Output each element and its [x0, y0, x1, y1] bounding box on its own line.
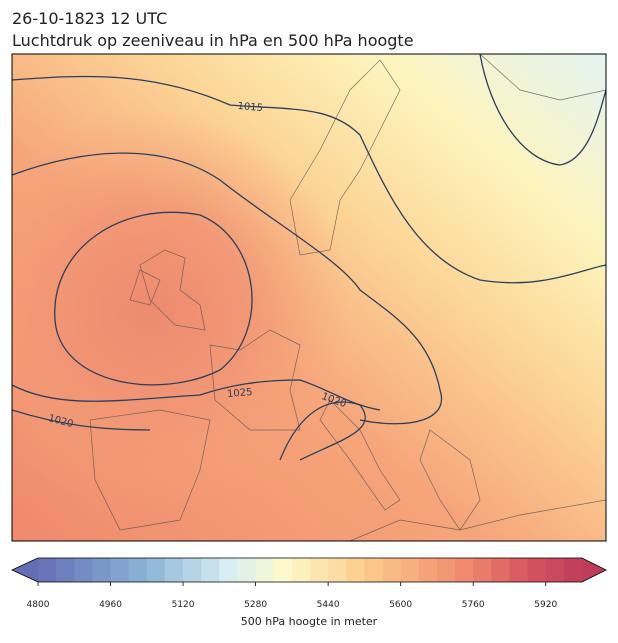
- title: 26-10-1823 12 UTC: [12, 9, 167, 28]
- colorbar-segment: [273, 558, 293, 582]
- colorbar-segment: [74, 558, 93, 582]
- colorbar-segment: [509, 558, 529, 582]
- colorbar-segment: [455, 558, 474, 582]
- subtitle: Luchtdruk op zeeniveau in hPa en 500 hPa…: [12, 31, 414, 50]
- colorbar-segment: [418, 558, 438, 582]
- colorbar-segment: [400, 558, 420, 582]
- colorbar-segment: [291, 558, 311, 582]
- colorbar-segment: [255, 558, 275, 582]
- colorbar-segment: [183, 558, 202, 582]
- map: 1015 1025 1020 1020: [12, 54, 606, 541]
- colorbar-segment: [237, 558, 257, 582]
- colorbar-segment: [146, 558, 166, 582]
- map-frame: [11, 53, 607, 542]
- colorbar-segment: [545, 558, 565, 582]
- colorbar-segment: [310, 558, 329, 582]
- colorbar-segment: [92, 558, 112, 582]
- colorbar-segment: [527, 558, 547, 582]
- colorbar-segment: [164, 558, 184, 582]
- colorbar-segment: [38, 558, 57, 582]
- colorbar-tick-label: 4960: [99, 600, 122, 610]
- colorbar-segment: [346, 558, 365, 582]
- contour-label: 1015: [237, 101, 263, 114]
- colorbar-tick-label: 5280: [244, 600, 267, 610]
- colorbar-segment: [563, 558, 583, 582]
- colorbar-extend-high: [582, 558, 606, 582]
- colorbar-segment: [201, 558, 220, 582]
- colorbar-extend-low: [12, 558, 38, 582]
- colorbar-tick-label: 5760: [462, 600, 485, 610]
- colorbar-tick-label: 4800: [27, 600, 50, 610]
- colorbar-segment: [328, 558, 347, 582]
- colorbar-segment: [110, 558, 130, 582]
- colorbar-segment: [491, 558, 510, 582]
- colorbar-segment: [219, 558, 238, 582]
- colorbar-tick-label: 5920: [534, 600, 557, 610]
- colorbar-segment: [382, 558, 402, 582]
- colorbar: 4800 4960 5120 5280 5440 5600 5760 5920: [11, 557, 607, 610]
- colorbar-tick-label: 5440: [317, 600, 340, 610]
- colorbar-label: 500 hPa hoogte in meter: [241, 615, 378, 628]
- colorbar-segment: [56, 558, 75, 582]
- colorbar-tick-label: 5600: [389, 600, 412, 610]
- colorbar-segment: [436, 558, 456, 582]
- colorbar-tick-label: 5120: [172, 600, 195, 610]
- colorbar-segment: [128, 558, 148, 582]
- colorbar-segment: [473, 558, 492, 582]
- colorbar-outline: [11, 557, 607, 583]
- contour-label: 1025: [227, 387, 253, 400]
- colorbar-segment: [364, 558, 384, 582]
